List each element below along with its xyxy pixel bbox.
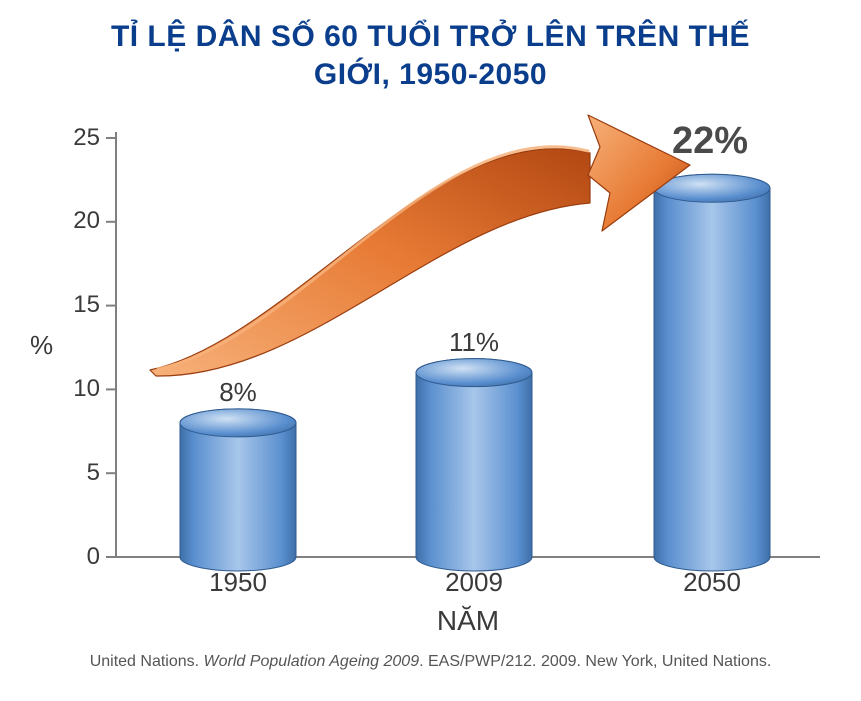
chart-area: % [0, 0, 861, 701]
y-tick-label: 20 [56, 207, 100, 235]
y-tick-label: 5 [56, 459, 100, 487]
bar-value-label: 11% [434, 327, 514, 358]
trend-arrow [150, 115, 690, 376]
bar-value-label: 8% [198, 377, 278, 408]
y-tick-label: 10 [56, 375, 100, 403]
x-tick-label: 1950 [178, 567, 298, 598]
y-tick-label: 25 [56, 124, 100, 152]
y-tick-label: 0 [56, 543, 100, 571]
source-suffix: . EAS/PWP/212. 2009. New York, United Na… [419, 653, 771, 670]
source-prefix: United Nations. [90, 653, 204, 670]
x-tick-label: 2050 [652, 567, 772, 598]
source-italic: World Population Ageing 2009 [204, 653, 420, 670]
source-citation: United Nations. World Population Ageing … [0, 653, 861, 671]
y-tick-label: 15 [56, 291, 100, 319]
x-tick-label: 2009 [414, 567, 534, 598]
x-axis-label: NĂM [116, 605, 820, 637]
bar-value-label: 22% [672, 120, 748, 163]
